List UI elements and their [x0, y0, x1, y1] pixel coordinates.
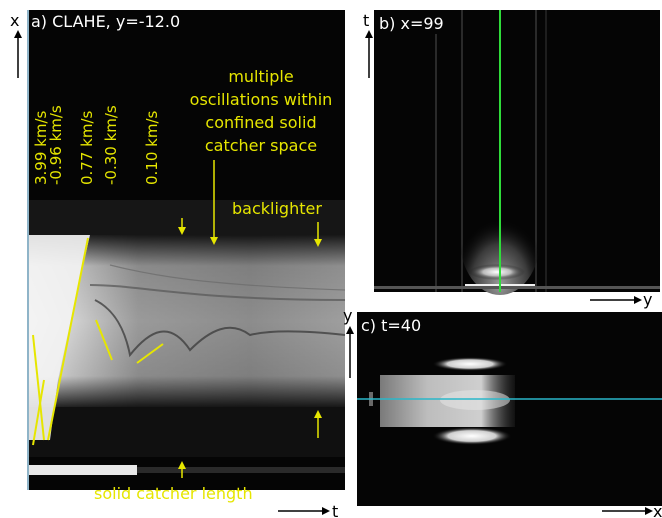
velocity-label-4: -0.30 km/s	[102, 105, 120, 185]
panel-c-y-axis-label: y	[343, 306, 352, 325]
panel-c-lower-disk	[432, 427, 512, 445]
osc-line-3: confined solid	[205, 113, 316, 132]
velocity-label-1: 3.99 km/s	[32, 110, 50, 185]
velocity-line-1	[32, 334, 45, 441]
velocity-line-4	[95, 319, 113, 361]
panel-c-x-axis-label: x	[653, 502, 662, 518]
catcher-bar	[27, 465, 137, 475]
panel-b-title-box	[374, 10, 458, 34]
oscillation-annotation: multiple oscillations within confined so…	[190, 67, 333, 155]
lower-dim-region	[27, 407, 345, 457]
panel-a-t-axis-label: t	[332, 502, 338, 518]
panel-b-title: b) x=99	[379, 14, 444, 33]
velocity-line-2	[32, 379, 45, 446]
panel-a-title: a) CLAHE, y=-12.0	[31, 12, 181, 31]
oscillation-streaks	[89, 264, 346, 358]
panel-a: 3.99 km/s -0.96 km/s 0.77 km/s -0.30 km/…	[10, 10, 346, 518]
panel-b: b) x=99 t y	[363, 10, 660, 309]
osc-line-4: catcher space	[205, 136, 317, 155]
panel-c-upper-disk	[432, 357, 508, 371]
panel-c-title-box	[357, 312, 433, 336]
velocity-line-3	[47, 237, 89, 441]
panel-a-x-axis-label: x	[10, 11, 19, 30]
panel-b-y-axis-label: y	[643, 290, 652, 309]
annotation-arrows	[178, 160, 322, 478]
panel-c: c) t=40 y x	[343, 306, 662, 518]
panel-b-t-axis-label: t	[363, 11, 369, 30]
panel-b-base-dim	[374, 286, 660, 289]
panel-c-title: c) t=40	[361, 316, 421, 335]
velocity-line-5	[136, 343, 164, 364]
osc-line-2: oscillations within	[190, 90, 333, 109]
catcher-bar-dim	[137, 467, 345, 473]
catcher-length-label: solid catcher length	[94, 484, 253, 503]
velocity-label-2: -0.96 km/s	[47, 105, 65, 185]
upper-dim-region	[27, 200, 345, 235]
velocity-labels: 3.99 km/s -0.96 km/s 0.77 km/s -0.30 km/…	[32, 105, 161, 185]
panel-c-center-glow	[440, 390, 510, 410]
velocity-label-3: 0.77 km/s	[78, 110, 96, 185]
panel-b-hotspot	[469, 264, 525, 280]
osc-line-1: multiple	[228, 67, 293, 86]
velocity-lines	[32, 237, 164, 446]
backlighter-label: backlighter	[232, 199, 322, 218]
velocity-label-5: 0.10 km/s	[143, 110, 161, 185]
